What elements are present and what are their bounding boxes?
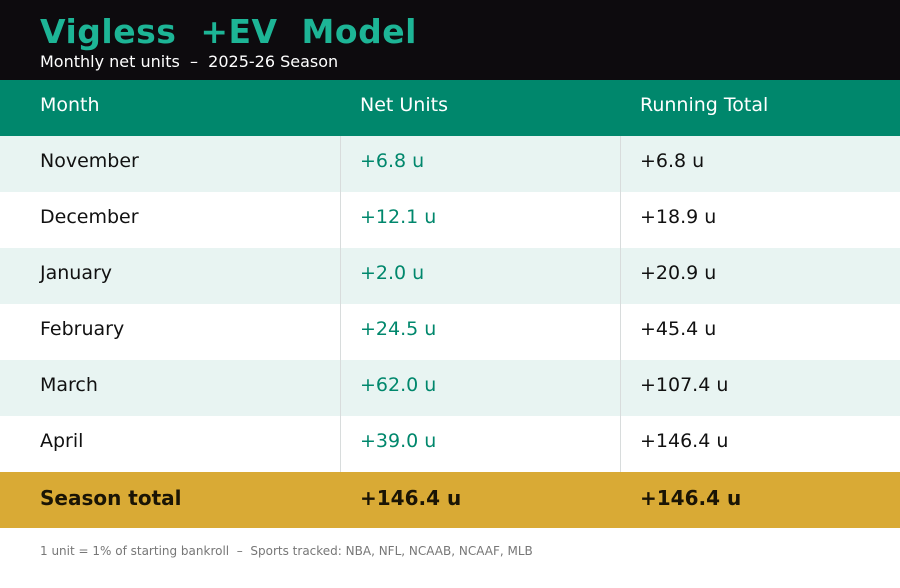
cell-month: December bbox=[40, 206, 139, 228]
cell-net-units: +6.8 u bbox=[360, 150, 425, 172]
cell-running-total: +20.9 u bbox=[640, 262, 717, 284]
page-subtitle: Monthly net units – 2025-26 Season bbox=[40, 52, 339, 71]
cell-running-total: +6.8 u bbox=[640, 150, 705, 172]
table-row: January +2.0 u +20.9 u bbox=[0, 248, 900, 304]
cell-net-units: +24.5 u bbox=[360, 318, 437, 340]
cell-month: March bbox=[40, 374, 98, 396]
cell-month: November bbox=[40, 150, 139, 172]
cell-running-total: +45.4 u bbox=[640, 318, 717, 340]
table-row: November +6.8 u +6.8 u bbox=[0, 136, 900, 192]
footnote: 1 unit = 1% of starting bankroll – Sport… bbox=[40, 544, 533, 558]
total-running-total: +146.4 u bbox=[640, 486, 742, 510]
total-label: Season total bbox=[40, 486, 182, 510]
table-header: Month Net Units Running Total bbox=[0, 80, 900, 136]
header-banner: Vigless +EV Model Monthly net units – 20… bbox=[0, 0, 900, 80]
cell-month: January bbox=[40, 262, 113, 284]
cell-running-total: +18.9 u bbox=[640, 206, 717, 228]
column-header-net-units: Net Units bbox=[360, 94, 448, 116]
table-row: December +12.1 u +18.9 u bbox=[0, 192, 900, 248]
table-row: April +39.0 u +146.4 u bbox=[0, 416, 900, 472]
cell-running-total: +146.4 u bbox=[640, 430, 729, 452]
total-net-units: +146.4 u bbox=[360, 486, 462, 510]
season-total-row: Season total +146.4 u +146.4 u bbox=[0, 472, 900, 528]
cell-month: February bbox=[40, 318, 125, 340]
cell-running-total: +107.4 u bbox=[640, 374, 729, 396]
cell-net-units: +2.0 u bbox=[360, 262, 425, 284]
page-title: Vigless +EV Model bbox=[40, 12, 417, 51]
cell-net-units: +12.1 u bbox=[360, 206, 437, 228]
table-row: February +24.5 u +45.4 u bbox=[0, 304, 900, 360]
cell-month: April bbox=[40, 430, 84, 452]
cell-net-units: +62.0 u bbox=[360, 374, 437, 396]
column-divider bbox=[620, 136, 621, 472]
column-header-running-total: Running Total bbox=[640, 94, 769, 116]
cell-net-units: +39.0 u bbox=[360, 430, 437, 452]
table-row: March +62.0 u +107.4 u bbox=[0, 360, 900, 416]
column-divider bbox=[340, 136, 341, 472]
column-header-month: Month bbox=[40, 94, 100, 116]
